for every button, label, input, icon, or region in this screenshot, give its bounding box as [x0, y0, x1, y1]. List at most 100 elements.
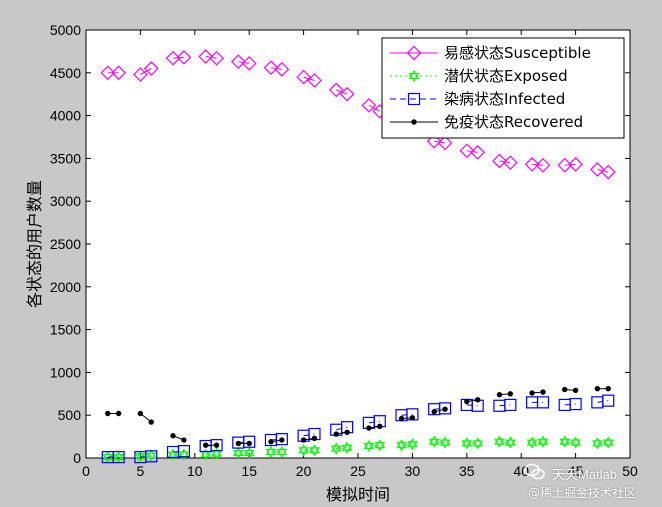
series-1-point-4-0	[233, 446, 244, 459]
series-1-line-3	[205, 453, 217, 456]
series-1-point-8-0-tri-up	[363, 439, 375, 450]
series-1-line-8	[368, 444, 380, 447]
series-2-point-4-1	[243, 435, 256, 448]
series-3-point-5-1	[279, 437, 285, 443]
series-3-point-2-1	[181, 437, 187, 443]
series-3-point-12-1	[507, 391, 514, 397]
series-1-point-10-0	[428, 435, 440, 448]
x-axis-label: 模拟时间	[326, 485, 390, 504]
series-1-point-12-1-tri-up	[505, 436, 516, 446]
legend-label-0: 易感状态Susceptible	[444, 44, 591, 62]
series-1-point-12-1	[505, 436, 516, 449]
y-tick-label: 3000	[50, 193, 81, 209]
series-1-point-4-0-tri-down	[233, 449, 244, 459]
series-3-point-15-1	[605, 385, 611, 392]
series-1-point-10-1-tri-up	[439, 436, 451, 446]
y-tick-label: 3500	[50, 150, 81, 166]
series-2-point-14-1	[569, 397, 582, 411]
series-1-point-5-1-tri-down	[276, 448, 288, 459]
series-3-point-6-1	[311, 435, 318, 442]
x-tick-label: 5	[137, 463, 145, 479]
series-1-point-4-1	[243, 446, 255, 460]
series-layer	[100, 49, 616, 464]
series-1-point-11-1-tri-down	[472, 440, 483, 450]
series-3-point-0-1	[115, 410, 122, 417]
series-1-point-6-0-tri-up	[298, 444, 309, 454]
legend: 易感状态Susceptible 潜伏状态Exposed 染病状态Infected 免疫…	[381, 37, 625, 139]
series-1-point-5-0-tri-down	[265, 448, 277, 459]
series-1-line-14	[564, 441, 576, 444]
series-0-line-8	[368, 104, 381, 112]
series-3-point-3-1	[213, 442, 220, 448]
x-tick-label: 0	[82, 463, 90, 479]
series-2-point-15-1	[602, 394, 615, 407]
series-3-point-15-0	[594, 385, 601, 392]
y-tick-label: 4000	[50, 108, 81, 124]
series-1-point-15-0-tri-up	[592, 437, 603, 447]
series-3-point-11-0	[464, 398, 470, 405]
series-1-point-15-1-tri-up	[602, 436, 614, 446]
series-3-point-10-0	[431, 409, 437, 415]
series-0-point-11-0	[459, 143, 475, 159]
series-1-point-5-1	[276, 445, 288, 459]
series-3	[105, 385, 611, 448]
series-1-point-8-1	[374, 439, 386, 452]
series-1-point-1-1-tri-up	[145, 449, 157, 459]
legend-label-2: 染病状态Infected	[444, 90, 565, 108]
series-1-point-6-0	[298, 444, 309, 457]
series-1-point-12-0-tri-down	[494, 438, 505, 448]
series-1-point-1-1	[145, 449, 157, 462]
series-0-point-11-1	[470, 145, 486, 160]
y-tick-label: 1000	[50, 364, 81, 380]
legend-marker-2	[407, 92, 421, 106]
series-2-point-0-1	[112, 451, 125, 464]
series-1-line-13	[532, 441, 544, 444]
series-1-point-14-1-tri-down	[570, 439, 581, 449]
series-1-point-9-1	[407, 438, 418, 451]
series-3-point-13-0	[529, 390, 535, 396]
series-3-point-12-0	[496, 391, 503, 398]
legend-label-3: 免疫状态Recovered	[444, 113, 583, 131]
series-1-point-8-1-tri-down	[374, 442, 386, 452]
x-tick-label: 10	[187, 463, 203, 479]
series-3-point-0-0	[105, 410, 111, 417]
series-1-point-10-0-tri-up	[428, 435, 440, 445]
series-0-point-0-1	[111, 65, 126, 81]
series-1-point-10-1-tri-down	[439, 439, 451, 449]
series-1-point-13-1-tri-down	[537, 438, 549, 448]
y-tick-label: 500	[58, 407, 82, 423]
series-3-point-4-0	[235, 440, 242, 447]
series-1-point-15-1	[602, 436, 614, 449]
legend-label-1: 潜伏状态Exposed	[444, 67, 568, 85]
series-1-line-12	[499, 441, 511, 444]
series-0-point-1-0	[133, 67, 148, 82]
series-1-point-10-1	[439, 436, 451, 449]
series-1-point-6-0-tri-down	[298, 447, 309, 457]
legend-marker-1-tri-up	[408, 69, 420, 80]
y-tick-label: 1500	[50, 322, 81, 338]
series-1-point-11-1-tri-up	[472, 437, 483, 447]
legend-marker-3	[411, 119, 417, 125]
series-1-point-6-1-tri-up	[309, 444, 320, 454]
series-0-point-2-0	[165, 50, 181, 66]
series-1-point-13-0-tri-up	[526, 436, 538, 446]
y-tick-label: 4500	[50, 65, 81, 81]
series-1-point-1-0-tri-down	[135, 453, 146, 463]
series-0-point-13-1	[535, 157, 551, 173]
series-1-point-9-0-tri-up	[396, 439, 407, 449]
series-0-point-7-0	[328, 82, 344, 98]
series-1-point-13-1	[537, 435, 549, 448]
series-2-point-13-1	[536, 396, 550, 409]
x-tick-label: 35	[459, 463, 475, 479]
series-1-line-9	[401, 443, 413, 446]
series-0-point-13-0	[524, 157, 540, 172]
series-1-point-11-1	[472, 437, 483, 450]
series-0-point-15-0	[590, 162, 605, 177]
series-0-point-6-1	[307, 73, 322, 88]
series-0-point-12-0	[492, 153, 507, 169]
series-1-point-1-1-tri-down	[145, 452, 157, 462]
series-3-point-8-1	[377, 423, 383, 430]
series-2-point-5-1	[275, 433, 288, 446]
series-1-point-12-0	[494, 435, 505, 448]
